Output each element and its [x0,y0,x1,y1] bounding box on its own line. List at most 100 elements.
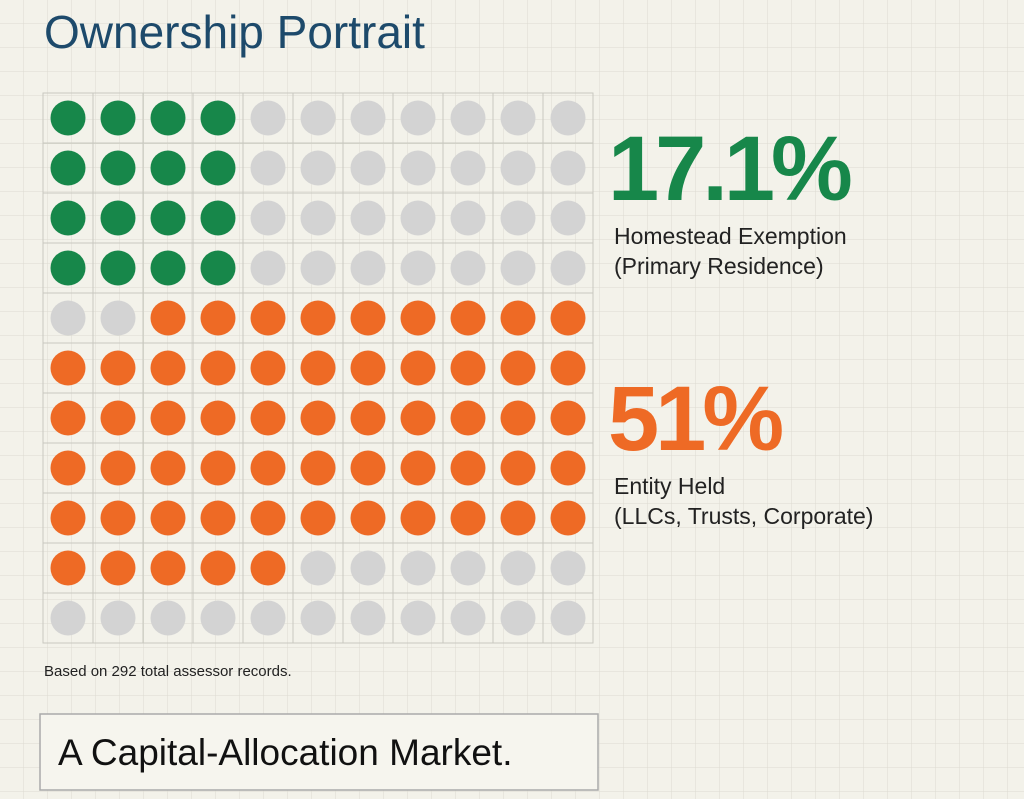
dot [300,400,336,436]
dot [500,300,536,336]
dot [400,400,436,436]
empty-dot [500,600,536,636]
empty-dot [500,150,536,186]
dot [300,300,336,336]
empty-dot [450,150,486,186]
empty-dot [500,100,536,136]
empty-dot [300,100,336,136]
dot [150,350,186,386]
waffle-cell [542,592,594,644]
dot [100,200,136,236]
stat-name: Homestead Exemption [614,223,847,249]
empty-dot [350,150,386,186]
empty-dot [450,250,486,286]
stat-description: (Primary Residence) [614,253,824,279]
note: Based on 292 total assessor records. [44,663,292,680]
callout: A Capital-Allocation Market. [58,732,512,773]
dot [50,350,86,386]
dot [350,400,386,436]
dot [100,550,136,586]
stat-description: (LLCs, Trusts, Corporate) [614,503,873,529]
empty-dot [250,100,286,136]
empty-dot [450,550,486,586]
empty-dot [250,250,286,286]
dot [550,300,586,336]
dot [550,500,586,536]
stats: 17.1% Homestead Exemption (Primary Residen… [608,118,873,529]
dot [150,500,186,536]
empty-dot [250,150,286,186]
dot [250,500,286,536]
empty-dot [500,200,536,236]
dot [150,550,186,586]
dot [50,200,86,236]
empty-dot [400,550,436,586]
dot [50,550,86,586]
empty-dot [500,550,536,586]
empty-dot [100,300,136,336]
dot [550,350,586,386]
dot [400,300,436,336]
dot [100,150,136,186]
dot [450,500,486,536]
empty-dot [400,600,436,636]
empty-dot [550,550,586,586]
dot [150,150,186,186]
dot [200,200,236,236]
dot [550,400,586,436]
dot [200,300,236,336]
dot [450,400,486,436]
dot [250,550,286,586]
stat-value: 17.1% [608,118,851,220]
dot [450,450,486,486]
dot [550,450,586,486]
dot [350,350,386,386]
dot [500,350,536,386]
dot [400,500,436,536]
dot [250,300,286,336]
dot [200,100,236,136]
dot [150,450,186,486]
dot [300,500,336,536]
empty-dot [550,100,586,136]
dot [350,450,386,486]
dot [200,400,236,436]
dot [150,300,186,336]
empty-dot [350,550,386,586]
dot [200,550,236,586]
empty-dot [300,600,336,636]
empty-dot [100,600,136,636]
dot [50,500,86,536]
dot [500,400,536,436]
empty-dot [300,150,336,186]
dot [350,300,386,336]
dot [200,150,236,186]
empty-dot [350,100,386,136]
dot [100,100,136,136]
dot [100,450,136,486]
title: Ownership Portrait [44,6,425,58]
dot [450,350,486,386]
dot [400,450,436,486]
empty-dot [350,200,386,236]
dot [150,100,186,136]
empty-dot [450,100,486,136]
dot [500,450,536,486]
empty-dot [550,600,586,636]
dot [250,350,286,386]
empty-dot [450,200,486,236]
empty-dot [400,250,436,286]
dot [50,400,86,436]
dot [200,250,236,286]
dot [150,250,186,286]
empty-dot [150,600,186,636]
stat-value: 51% [608,368,782,470]
dot [300,350,336,386]
dot [50,150,86,186]
empty-dot [250,600,286,636]
dot [400,350,436,386]
dot [150,400,186,436]
empty-dot [50,600,86,636]
dot [350,500,386,536]
